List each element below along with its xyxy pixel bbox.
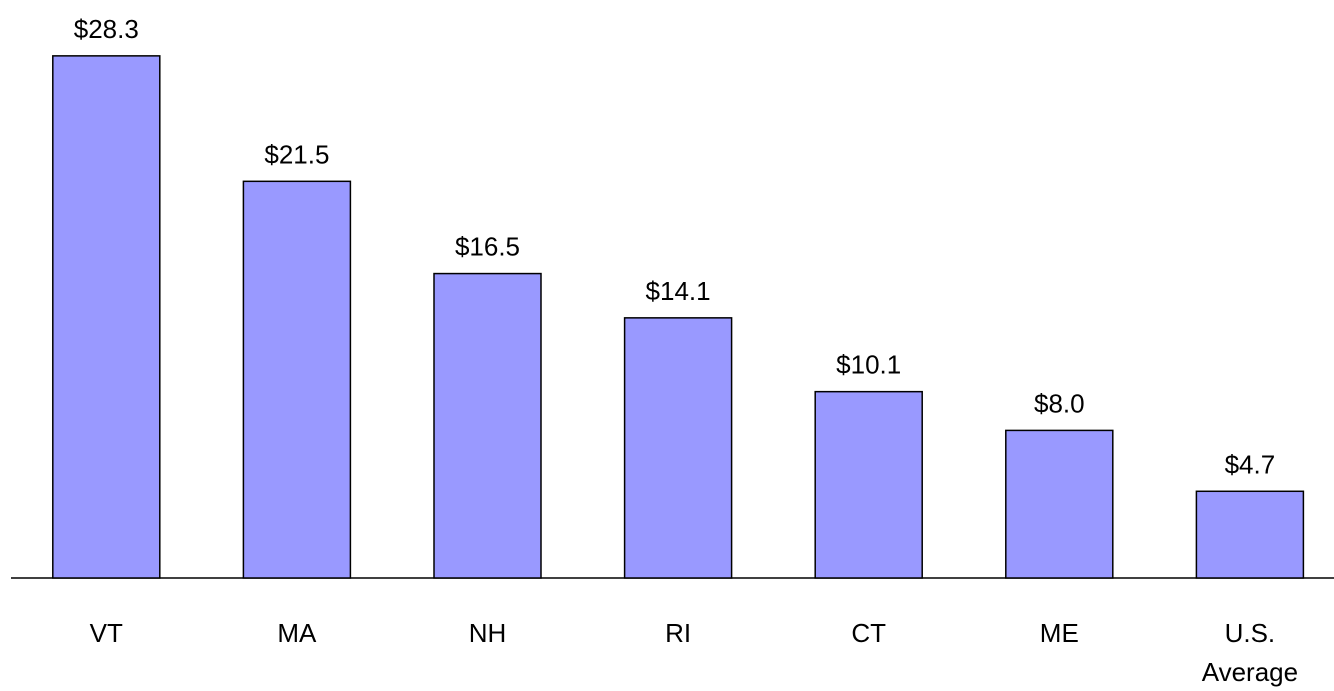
x-tick-label: RI — [665, 618, 692, 648]
x-tick-label: MA — [277, 618, 317, 648]
bar — [242, 180, 352, 579]
bar — [814, 390, 923, 579]
value-label: $21.5 — [264, 139, 329, 169]
value-label: $14.1 — [646, 276, 711, 306]
x-tick-label: VT — [89, 618, 123, 648]
value-label: $4.7 — [1225, 449, 1276, 479]
x-tick-label: U.S. Average — [1201, 618, 1299, 687]
bar — [623, 317, 733, 579]
bar — [52, 55, 161, 579]
x-tick-label: CT — [851, 618, 887, 648]
value-label: $16.5 — [455, 232, 520, 262]
value-label: $10.1 — [836, 350, 901, 380]
bar — [1195, 490, 1305, 579]
x-tick-label: NH — [468, 618, 507, 648]
x-tick-label: ME — [1039, 618, 1079, 648]
value-label: $28.3 — [74, 14, 139, 44]
bar — [433, 272, 542, 579]
bar — [1005, 429, 1114, 579]
value-label: $8.0 — [1034, 388, 1085, 418]
